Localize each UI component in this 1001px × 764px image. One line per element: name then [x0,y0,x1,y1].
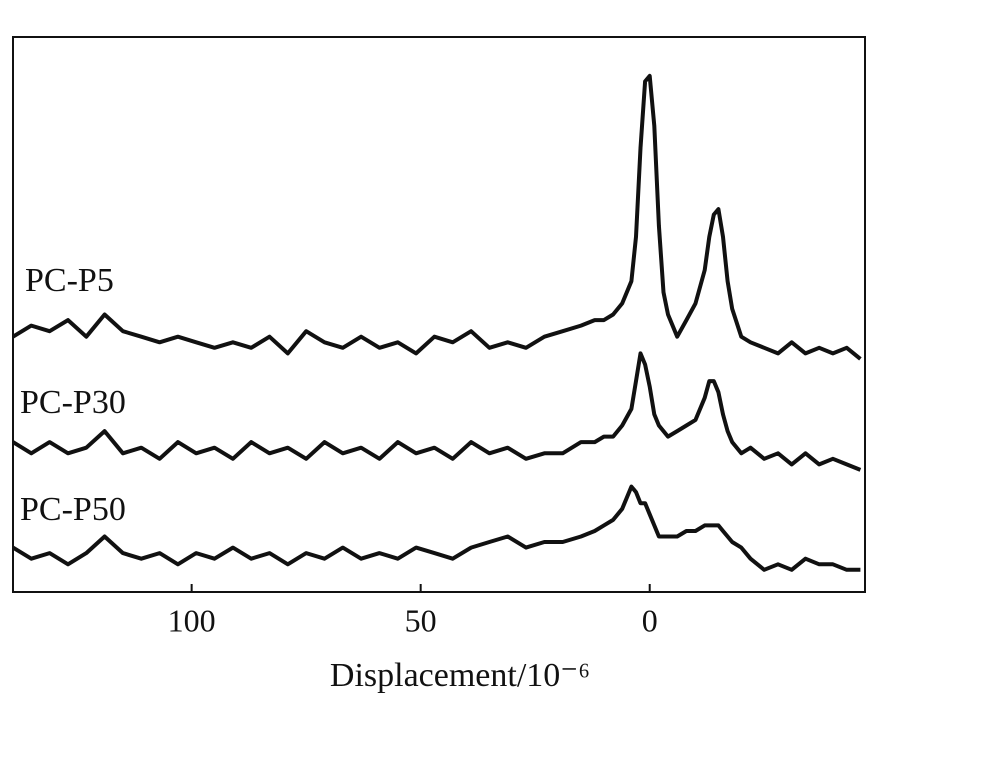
spectrum-line [11,351,862,472]
series-label: PC-P30 [20,384,126,421]
plot-frame [12,36,866,593]
x-axis-label: Displacement/10⁻⁶ [330,657,590,694]
spectrum-line [11,73,862,361]
series-label: PC-P50 [20,491,126,528]
x-tick-label: 50 [405,602,437,638]
series-label: PC-P5 [25,262,114,299]
x-tick-label: 0 [642,602,658,638]
spectrum-line [11,484,861,572]
x-tick-label: 100 [168,602,216,638]
